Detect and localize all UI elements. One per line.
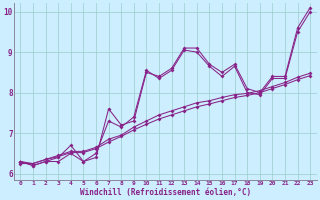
X-axis label: Windchill (Refroidissement éolien,°C): Windchill (Refroidissement éolien,°C) — [80, 188, 251, 197]
